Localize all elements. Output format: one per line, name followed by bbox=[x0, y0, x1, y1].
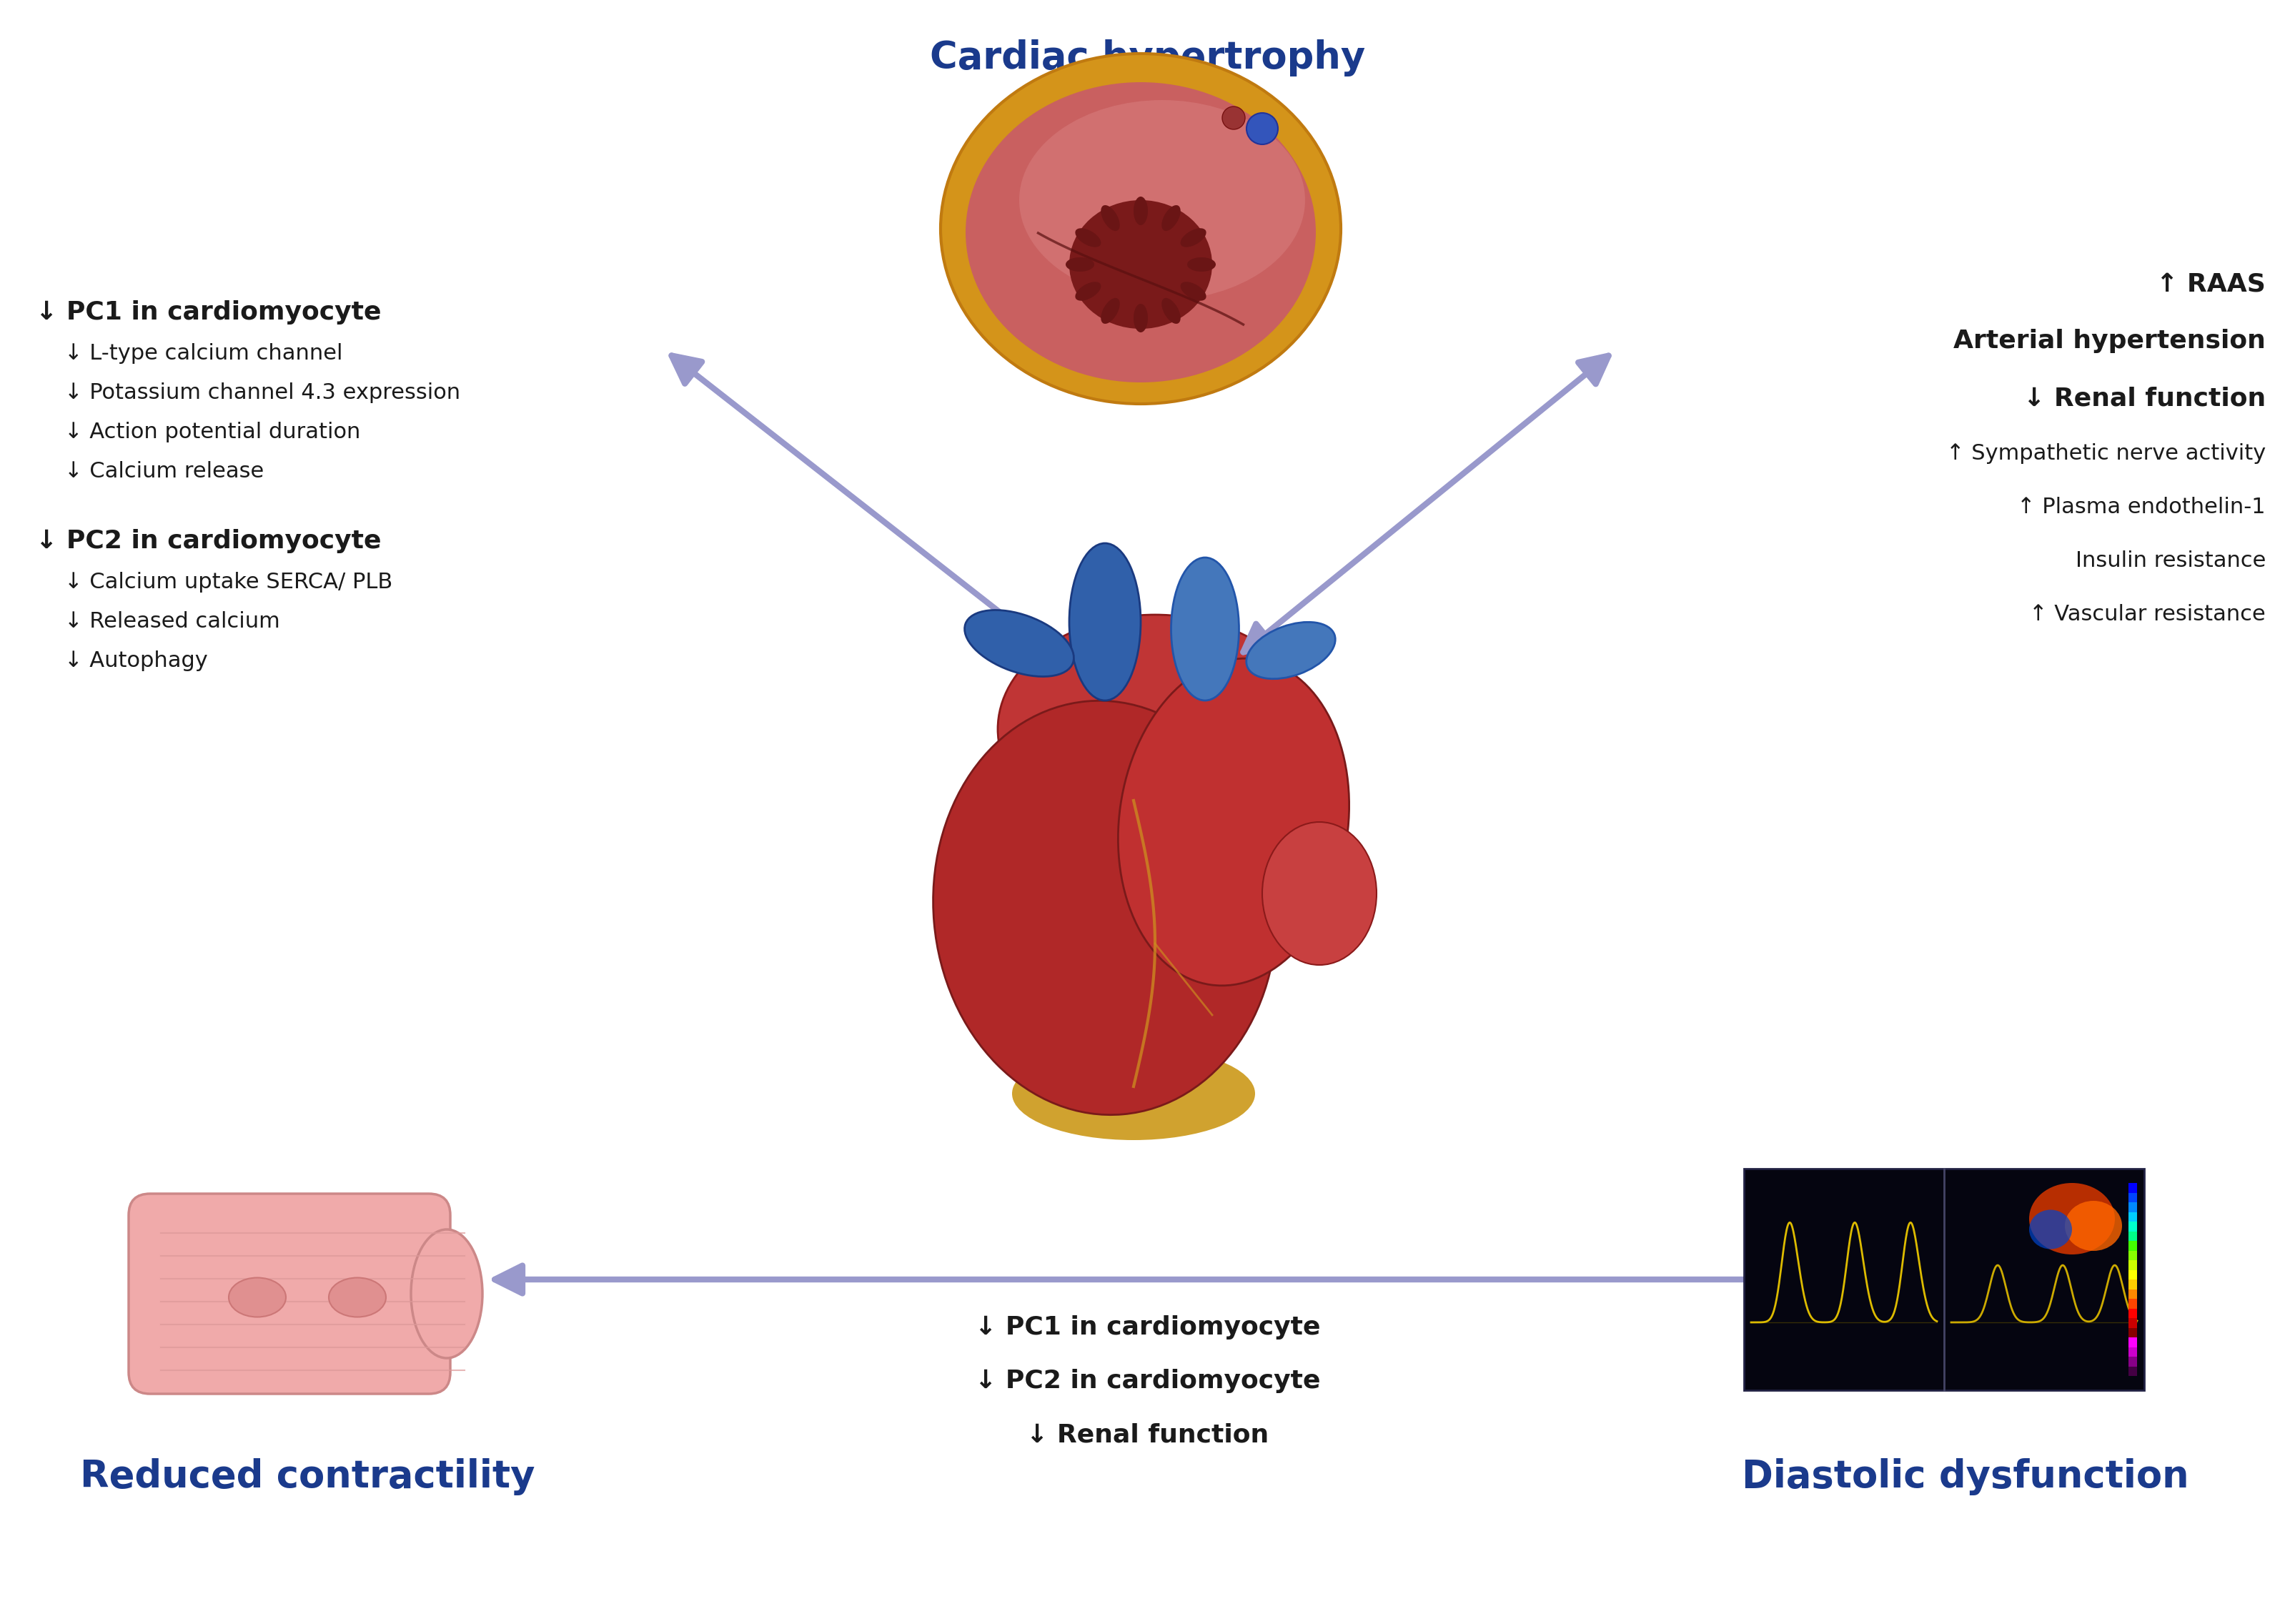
Text: Diastolic dysfunction: Diastolic dysfunction bbox=[1742, 1458, 2189, 1496]
FancyBboxPatch shape bbox=[2127, 1221, 2137, 1231]
Ellipse shape bbox=[1069, 200, 1212, 328]
FancyBboxPatch shape bbox=[2127, 1241, 2137, 1250]
Ellipse shape bbox=[964, 611, 1074, 677]
Text: ↓ PC1 in cardiomyocyte: ↓ PC1 in cardiomyocyte bbox=[37, 300, 381, 325]
Ellipse shape bbox=[1074, 229, 1102, 247]
Circle shape bbox=[1221, 107, 1244, 130]
Text: ↓ Autophagy: ↓ Autophagy bbox=[64, 651, 209, 671]
Text: Reduced contractility: Reduced contractility bbox=[80, 1458, 535, 1496]
Ellipse shape bbox=[1161, 205, 1180, 231]
Text: ↓ Calcium uptake SERCA/ PLB: ↓ Calcium uptake SERCA/ PLB bbox=[64, 572, 392, 593]
Ellipse shape bbox=[1170, 557, 1239, 700]
FancyBboxPatch shape bbox=[2127, 1212, 2137, 1221]
Text: ↓ Released calcium: ↓ Released calcium bbox=[64, 611, 280, 632]
Text: ↑ RAAS: ↑ RAAS bbox=[2155, 271, 2265, 296]
Ellipse shape bbox=[1012, 1047, 1255, 1140]
Text: ↓ L-type calcium channel: ↓ L-type calcium channel bbox=[64, 343, 342, 364]
Ellipse shape bbox=[1161, 299, 1180, 323]
Text: ↑ Plasma endothelin-1: ↑ Plasma endothelin-1 bbox=[2017, 497, 2265, 518]
Text: ↑ Vascular resistance: ↑ Vascular resistance bbox=[2029, 604, 2265, 625]
Text: ↓ Renal function: ↓ Renal function bbox=[1026, 1423, 1269, 1447]
FancyBboxPatch shape bbox=[2127, 1202, 2137, 1212]
Text: ↑ Sympathetic nerve activity: ↑ Sympathetic nerve activity bbox=[1946, 443, 2265, 464]
Ellipse shape bbox=[1102, 299, 1120, 323]
Ellipse shape bbox=[1180, 283, 1205, 300]
Text: ↓ PC2 in cardiomyocyte: ↓ PC2 in cardiomyocyte bbox=[37, 529, 381, 554]
Ellipse shape bbox=[1246, 622, 1336, 679]
Text: ↓ PC1 in cardiomyocyte: ↓ PC1 in cardiomyocyte bbox=[975, 1315, 1320, 1340]
FancyBboxPatch shape bbox=[2127, 1289, 2137, 1299]
Ellipse shape bbox=[230, 1278, 287, 1317]
Text: ↓ Potassium channel 4.3 expression: ↓ Potassium channel 4.3 expression bbox=[64, 382, 461, 403]
Text: Insulin resistance: Insulin resistance bbox=[2075, 551, 2265, 572]
FancyBboxPatch shape bbox=[2127, 1192, 2137, 1202]
Ellipse shape bbox=[411, 1229, 482, 1358]
Ellipse shape bbox=[1187, 257, 1216, 271]
FancyBboxPatch shape bbox=[2127, 1182, 2137, 1192]
FancyBboxPatch shape bbox=[2127, 1250, 2137, 1260]
FancyBboxPatch shape bbox=[2127, 1338, 2137, 1346]
Ellipse shape bbox=[1102, 205, 1120, 231]
Text: ↓ Renal function: ↓ Renal function bbox=[2022, 387, 2265, 411]
Ellipse shape bbox=[1074, 283, 1102, 300]
Circle shape bbox=[1246, 114, 1278, 145]
Ellipse shape bbox=[1262, 822, 1377, 965]
Text: ↓ Action potential duration: ↓ Action potential duration bbox=[64, 422, 360, 442]
Ellipse shape bbox=[998, 615, 1313, 843]
FancyBboxPatch shape bbox=[2127, 1270, 2137, 1280]
Ellipse shape bbox=[1069, 544, 1141, 700]
Ellipse shape bbox=[1134, 197, 1148, 226]
FancyBboxPatch shape bbox=[2127, 1299, 2137, 1309]
Ellipse shape bbox=[2063, 1200, 2121, 1250]
Ellipse shape bbox=[941, 54, 1340, 404]
Text: ↓ PC2 in cardiomyocyte: ↓ PC2 in cardiomyocyte bbox=[975, 1369, 1320, 1393]
Ellipse shape bbox=[966, 83, 1315, 382]
FancyBboxPatch shape bbox=[2127, 1260, 2137, 1270]
Ellipse shape bbox=[1019, 101, 1304, 300]
FancyBboxPatch shape bbox=[2127, 1346, 2137, 1356]
Ellipse shape bbox=[2029, 1182, 2114, 1254]
Ellipse shape bbox=[1180, 229, 1205, 247]
Ellipse shape bbox=[328, 1278, 386, 1317]
FancyBboxPatch shape bbox=[2127, 1328, 2137, 1338]
FancyBboxPatch shape bbox=[2127, 1319, 2137, 1328]
FancyBboxPatch shape bbox=[1744, 1169, 2144, 1390]
FancyBboxPatch shape bbox=[2127, 1356, 2137, 1366]
Ellipse shape bbox=[932, 700, 1276, 1114]
Ellipse shape bbox=[1134, 304, 1148, 333]
Ellipse shape bbox=[2029, 1210, 2072, 1249]
Text: Arterial hypertension: Arterial hypertension bbox=[1953, 328, 2265, 352]
FancyBboxPatch shape bbox=[2127, 1309, 2137, 1319]
Ellipse shape bbox=[1118, 658, 1349, 986]
FancyBboxPatch shape bbox=[129, 1194, 450, 1393]
Text: ↓ Calcium release: ↓ Calcium release bbox=[64, 461, 264, 482]
FancyBboxPatch shape bbox=[2127, 1280, 2137, 1289]
Text: Cardiac hypertrophy: Cardiac hypertrophy bbox=[929, 39, 1366, 76]
FancyBboxPatch shape bbox=[2127, 1231, 2137, 1241]
Ellipse shape bbox=[1065, 257, 1095, 271]
FancyBboxPatch shape bbox=[2127, 1366, 2137, 1376]
